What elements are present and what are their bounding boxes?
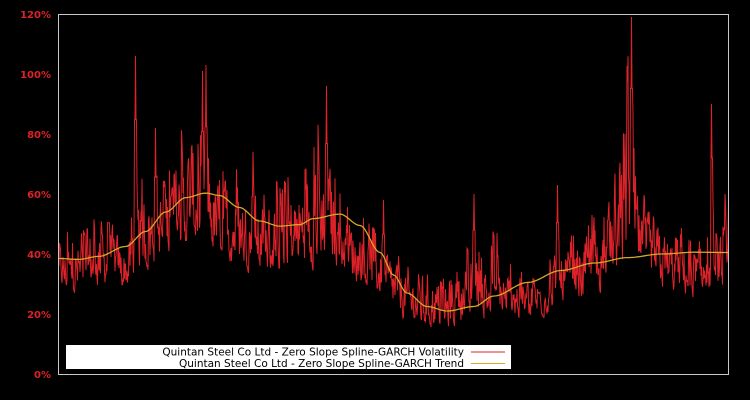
y-tick-label: 20% xyxy=(27,310,51,321)
plot-border xyxy=(58,14,729,375)
y-tick-label: 40% xyxy=(27,250,51,261)
y-axis-ticks: 0% 20% 40% 60% 80% 100% 120% xyxy=(20,10,51,381)
legend-box xyxy=(66,345,511,369)
legend: Quintan Steel Co Ltd - Zero Slope Spline… xyxy=(66,345,511,370)
y-tick-label: 100% xyxy=(20,70,51,81)
y-tick-label: 80% xyxy=(27,130,51,141)
legend-label-volatility: Quintan Steel Co Ltd - Zero Slope Spline… xyxy=(162,347,464,359)
plot-area xyxy=(58,16,729,328)
legend-label-trend: Quintan Steel Co Ltd - Zero Slope Spline… xyxy=(179,358,464,370)
trend-series-line xyxy=(58,192,729,312)
y-tick-label: 60% xyxy=(27,190,51,201)
y-tick-label: 120% xyxy=(20,10,51,21)
volatility-series-line xyxy=(58,16,729,328)
y-tick-label: 0% xyxy=(34,370,51,381)
